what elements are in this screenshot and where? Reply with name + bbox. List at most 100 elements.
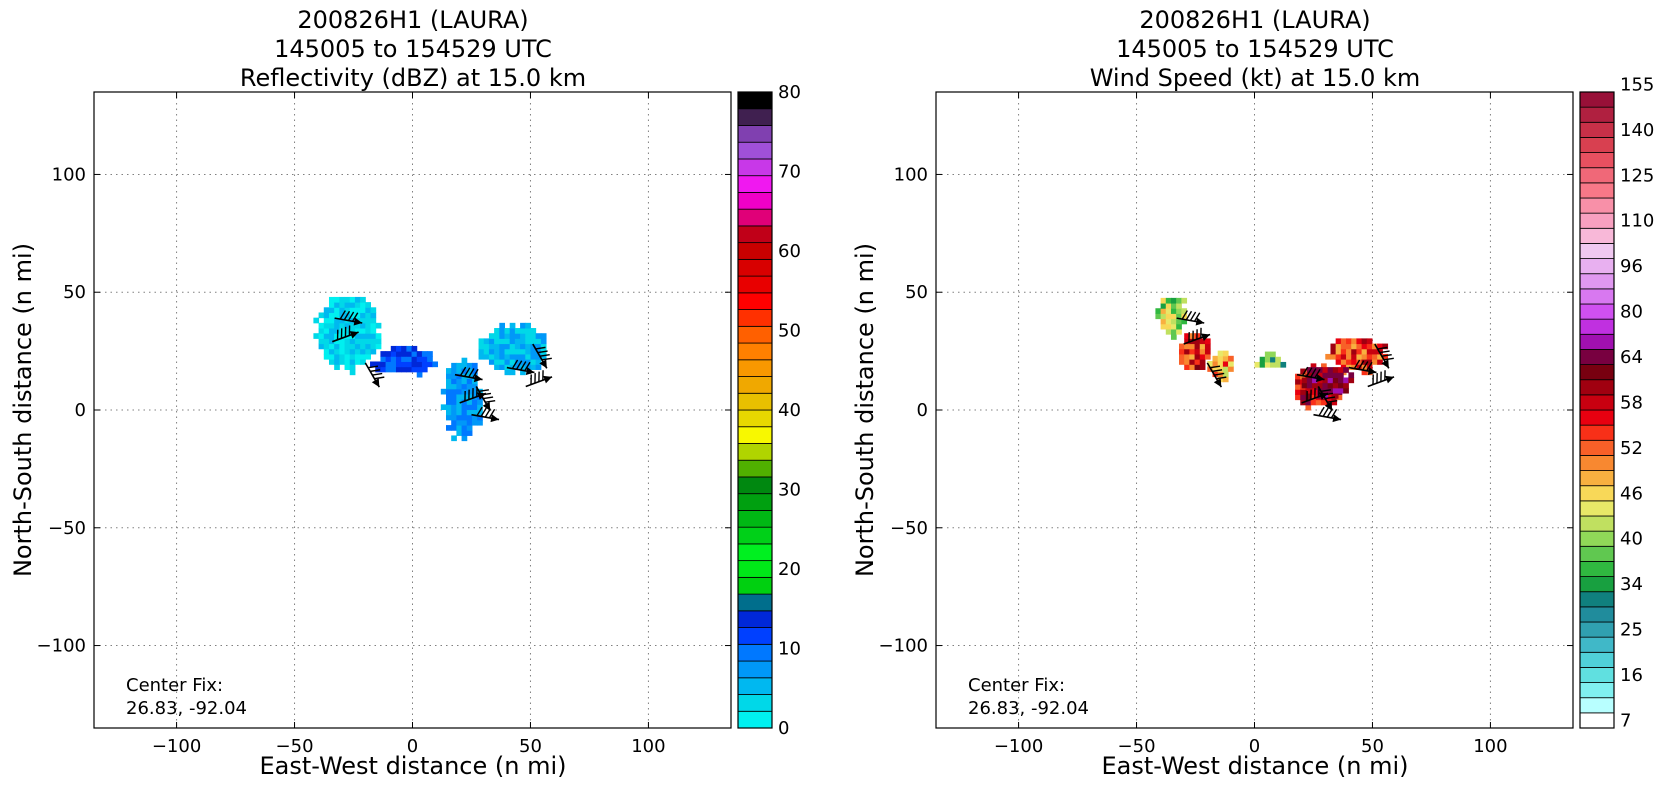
data-cell bbox=[1335, 359, 1342, 365]
data-cell bbox=[535, 338, 542, 345]
data-cell bbox=[1170, 318, 1177, 325]
data-cell bbox=[354, 328, 361, 334]
colorbar-segment bbox=[1579, 273, 1615, 290]
data-cell bbox=[1305, 399, 1312, 406]
data-cell bbox=[390, 356, 397, 362]
data-cell bbox=[1361, 343, 1368, 350]
data-cell bbox=[461, 430, 468, 436]
data-cell bbox=[360, 353, 366, 360]
data-cell bbox=[344, 328, 351, 334]
data-cell bbox=[1361, 353, 1368, 360]
colorbar-segment bbox=[1579, 424, 1615, 441]
data-cell bbox=[1366, 348, 1373, 355]
data-cell bbox=[520, 348, 526, 355]
data-cell bbox=[451, 362, 457, 369]
data-cell bbox=[471, 362, 478, 369]
data-cell bbox=[375, 338, 382, 345]
data-cell bbox=[1181, 318, 1188, 325]
data-cell bbox=[494, 359, 500, 365]
data-cell bbox=[525, 359, 531, 365]
data-cell bbox=[540, 353, 547, 360]
data-cell bbox=[1199, 364, 1206, 370]
data-cell bbox=[344, 364, 351, 370]
data-cell bbox=[514, 353, 521, 360]
data-cell bbox=[1340, 348, 1347, 355]
data-cell bbox=[471, 409, 478, 416]
data-cell bbox=[1270, 351, 1276, 358]
data-cell bbox=[1199, 359, 1206, 365]
x-tick-label: 0 bbox=[407, 736, 418, 757]
x-tick-label: −50 bbox=[1118, 736, 1156, 757]
data-cell bbox=[477, 419, 483, 426]
data-cell bbox=[509, 328, 516, 334]
data-cell bbox=[1212, 366, 1219, 372]
data-cell bbox=[1300, 368, 1306, 375]
colorbar-segment bbox=[1579, 91, 1615, 108]
data-cell bbox=[349, 328, 356, 334]
data-cell bbox=[344, 343, 351, 350]
data-cell bbox=[1346, 338, 1352, 345]
wind-barb-feather bbox=[464, 367, 471, 377]
data-cell bbox=[1228, 361, 1234, 367]
data-cell bbox=[380, 361, 387, 368]
wind-barb-feather bbox=[1379, 350, 1390, 354]
data-cell bbox=[354, 343, 361, 350]
data-cell bbox=[1184, 338, 1190, 345]
data-cell bbox=[1179, 343, 1185, 350]
colorbar-tick-label: 64 bbox=[1620, 347, 1643, 368]
data-cell bbox=[1332, 377, 1339, 384]
data-cell bbox=[344, 296, 351, 303]
data-cell bbox=[365, 348, 372, 355]
data-cell bbox=[509, 348, 516, 355]
data-cell bbox=[411, 345, 418, 352]
data-cell bbox=[323, 348, 330, 355]
data-cell bbox=[1170, 334, 1177, 340]
data-cell bbox=[1184, 348, 1190, 355]
data-cell bbox=[349, 359, 356, 365]
data-cell bbox=[365, 333, 372, 339]
center-fix-value: 26.83, -92.04 bbox=[968, 698, 1089, 719]
data-cell bbox=[466, 362, 473, 369]
data-cell bbox=[1312, 382, 1318, 389]
x-tick-label: −100 bbox=[994, 736, 1043, 757]
data-cell bbox=[1346, 359, 1352, 365]
data-cell bbox=[1295, 373, 1301, 380]
data-cell bbox=[354, 348, 361, 355]
data-cell bbox=[1348, 372, 1355, 378]
colorbar-tick-label: 70 bbox=[778, 162, 801, 183]
colorbar-segment bbox=[737, 660, 773, 679]
colorbar-segment bbox=[737, 443, 773, 461]
colorbar-segment bbox=[1579, 591, 1615, 608]
data-cell bbox=[385, 351, 392, 357]
data-cell bbox=[380, 351, 387, 357]
colorbar-tick-label: 80 bbox=[778, 82, 801, 103]
data-cell bbox=[1332, 367, 1339, 373]
data-cell bbox=[1325, 353, 1331, 360]
data-cell bbox=[514, 359, 521, 365]
wind-barb-flag bbox=[1201, 333, 1211, 341]
data-cell bbox=[334, 338, 340, 345]
wind-barb bbox=[364, 362, 385, 388]
data-cell bbox=[1332, 382, 1339, 389]
colorbar-segment bbox=[1579, 606, 1615, 623]
wind-barb-feather bbox=[515, 360, 523, 370]
center-fix-value: 26.83, -92.04 bbox=[126, 698, 247, 719]
data-cell bbox=[411, 361, 418, 368]
data-cell bbox=[1176, 303, 1182, 309]
data-cell bbox=[509, 353, 516, 360]
data-cell bbox=[360, 312, 366, 319]
data-cell bbox=[451, 373, 457, 379]
data-cell bbox=[323, 343, 330, 350]
data-cell bbox=[1312, 372, 1318, 378]
data-cell bbox=[395, 351, 402, 357]
data-cell bbox=[1176, 308, 1182, 314]
wind-barb bbox=[1183, 327, 1211, 345]
data-cell bbox=[461, 362, 468, 369]
data-cell bbox=[1270, 356, 1276, 363]
data-cell bbox=[456, 388, 463, 395]
panel-title-line-2: 145005 to 154529 UTC bbox=[274, 35, 552, 63]
data-cell bbox=[339, 343, 346, 350]
data-cell bbox=[349, 369, 356, 376]
data-cell bbox=[1332, 387, 1339, 394]
data-cell bbox=[360, 359, 366, 365]
